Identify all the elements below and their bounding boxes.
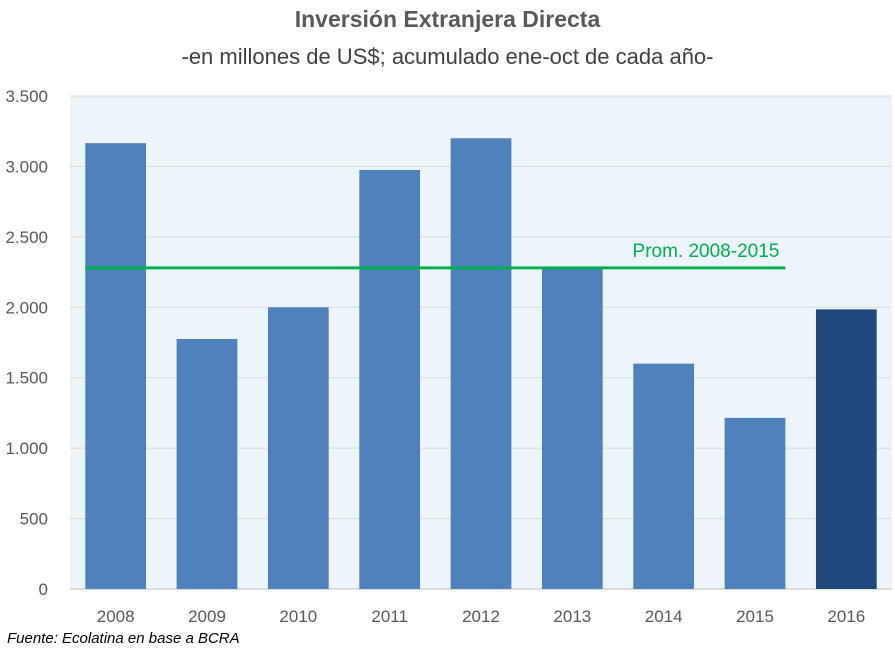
x-tick-label: 2012 xyxy=(462,607,500,626)
y-tick-label: 500 xyxy=(20,510,48,529)
chart-title: Inversión Extranjera Directa xyxy=(294,6,601,32)
y-tick-label: 2.500 xyxy=(5,228,48,247)
bar-2009 xyxy=(176,338,238,589)
y-axis: 0 500 1.000 1.500 2.000 2.500 3.000 3.500 xyxy=(5,87,48,599)
reference-line-group: Prom. 2008-2015 xyxy=(85,241,786,270)
reference-line-label: Prom. 2008-2015 xyxy=(633,241,780,262)
x-tick-label: 2008 xyxy=(97,607,135,626)
y-tick-label: 0 xyxy=(39,580,48,599)
bars xyxy=(85,138,877,590)
bar-2015 xyxy=(724,417,786,589)
y-tick-label: 3.500 xyxy=(5,87,48,106)
x-tick-label: 2013 xyxy=(553,607,591,626)
bar-2011 xyxy=(359,169,421,589)
bar-2010 xyxy=(267,307,329,589)
y-tick-label: 2.000 xyxy=(5,298,48,317)
x-tick-label: 2015 xyxy=(736,607,774,626)
y-tick-label: 1.500 xyxy=(5,369,48,388)
y-tick-label: 1.000 xyxy=(5,439,48,458)
x-tick-label: 2014 xyxy=(645,607,683,626)
x-axis: 2008 2009 2010 2011 2012 2013 2014 2015 2016 xyxy=(97,607,865,626)
chart-subtitle: -en millones de US$; acumulado ene-oct d… xyxy=(181,44,714,69)
x-tick-label: 2016 xyxy=(827,607,865,626)
x-tick-label: 2009 xyxy=(188,607,226,626)
bar-2012 xyxy=(450,138,512,589)
x-tick-label: 2011 xyxy=(371,607,408,626)
bar-2008 xyxy=(85,143,147,590)
bar-2016 xyxy=(815,309,877,589)
x-tick-label: 2010 xyxy=(279,607,317,626)
bar-2013 xyxy=(541,267,603,589)
bar-2014 xyxy=(633,363,695,589)
y-tick-label: 3.000 xyxy=(5,157,48,176)
chart-source: Fuente: Ecolatina en base a BCRA xyxy=(7,630,240,647)
